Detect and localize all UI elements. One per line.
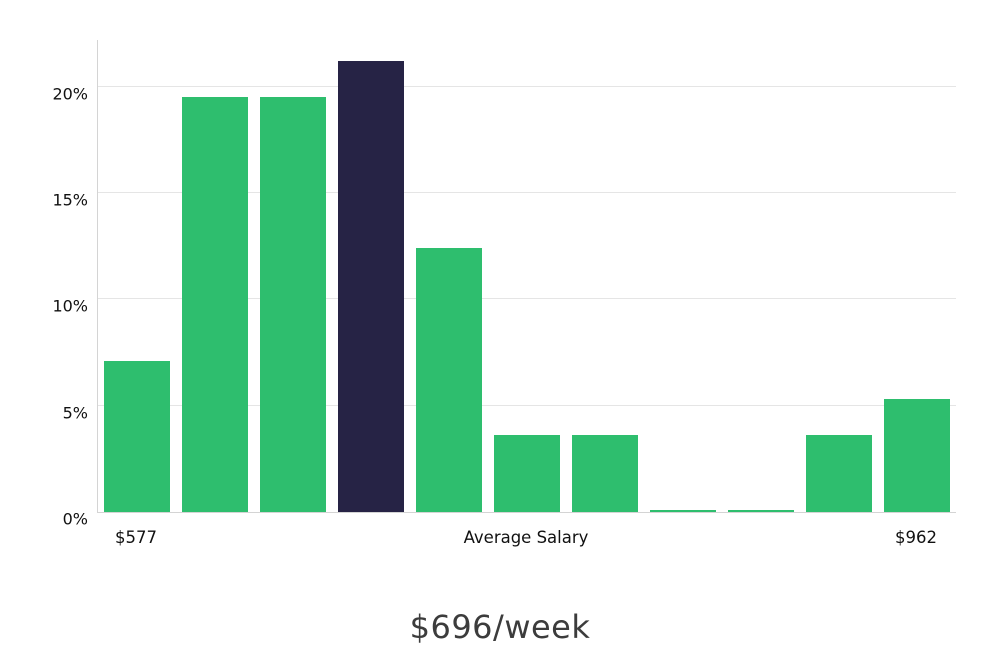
y-axis-tick-label: 0% [62,509,88,529]
bar [884,399,950,512]
bar-highlighted-median [338,61,404,512]
y-axis-tick-label: 15% [52,190,88,210]
x-axis-label-max-salary: $962 [895,528,937,547]
plot-area [97,40,956,513]
bar [494,435,560,512]
y-axis-tick-label: 5% [62,403,88,423]
bar [806,435,872,512]
bar [728,509,794,512]
y-axis-tick-label: 20% [52,84,88,104]
gridline [98,192,956,194]
x-axis-label-min-salary: $577 [114,528,157,547]
bar [104,361,170,512]
gridline [98,404,956,406]
gridline [98,298,956,300]
x-axis-label-average-salary: Average Salary [463,528,589,547]
x-axis-labels: $577 Average Salary $962 [97,528,955,554]
chart-title-average-weekly-salary: $696/week [409,608,591,646]
bar [416,248,482,512]
y-axis-tick-label: 10% [52,296,88,316]
bar [572,435,638,512]
bar [260,97,326,512]
bar [650,509,716,512]
gridline [98,85,956,87]
bar [182,97,248,512]
